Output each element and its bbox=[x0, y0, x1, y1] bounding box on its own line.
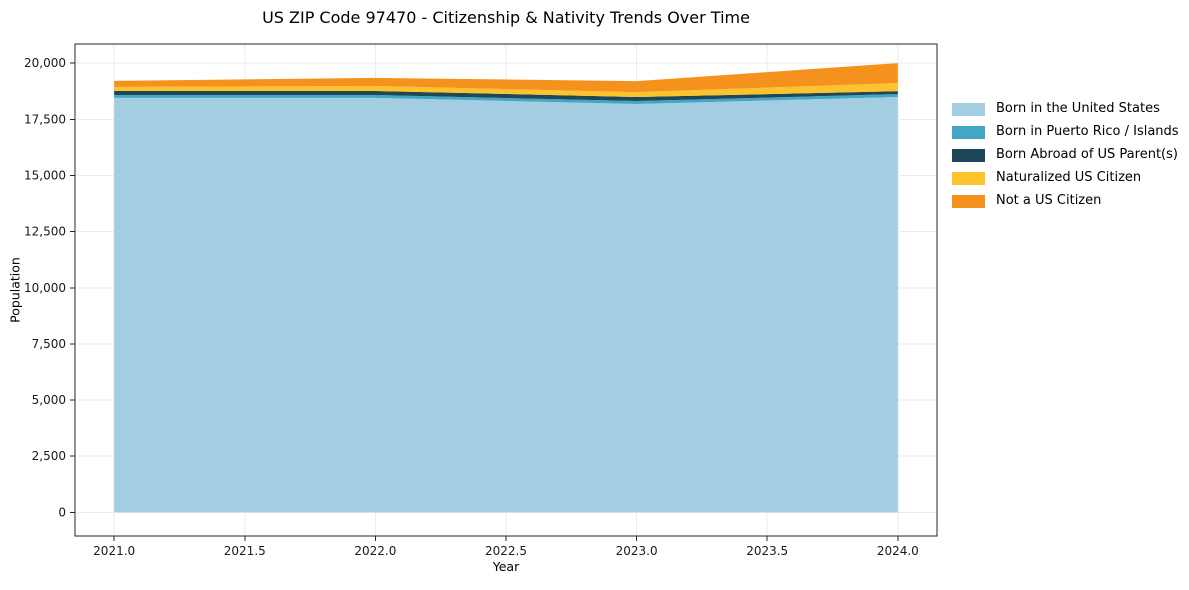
x-axis-label: Year bbox=[492, 559, 520, 574]
legend-item-naturalized-us-citizen: Naturalized US Citizen bbox=[952, 170, 1179, 186]
legend-label: Naturalized US Citizen bbox=[996, 170, 1142, 185]
legend-item-born-in-the-united-states: Born in the United States bbox=[952, 101, 1179, 117]
legend-label: Born in Puerto Rico / Islands bbox=[996, 124, 1179, 139]
y-tick-label: 2,500 bbox=[32, 449, 66, 463]
y-tick-label: 10,000 bbox=[24, 281, 66, 295]
legend-item-born-abroad-of-us-parent-s: Born Abroad of US Parent(s) bbox=[952, 147, 1179, 163]
naturalized-us-citizen-swatch-icon bbox=[952, 171, 985, 185]
x-tick-label: 2022.0 bbox=[354, 544, 396, 558]
area-not-a-us-citizen bbox=[114, 63, 898, 93]
x-tick-label: 2023.0 bbox=[616, 544, 658, 558]
born-abroad-of-us-parent-s-swatch-icon bbox=[952, 148, 985, 162]
y-tick-label: 15,000 bbox=[24, 168, 66, 182]
y-tick-label: 0 bbox=[58, 505, 66, 519]
x-tick-label: 2022.5 bbox=[485, 544, 527, 558]
born-in-the-united-states-swatch-icon bbox=[952, 102, 985, 116]
y-axis-label: Population bbox=[7, 257, 23, 323]
legend-item-not-a-us-citizen: Not a US Citizen bbox=[952, 193, 1179, 209]
y-tick-label: 20,000 bbox=[24, 56, 66, 70]
y-tick-label: 7,500 bbox=[32, 337, 66, 351]
y-tick-label: 12,500 bbox=[24, 225, 66, 239]
legend-label: Born Abroad of US Parent(s) bbox=[996, 147, 1178, 162]
area-born-abroad-of-us-parent-s bbox=[114, 90, 898, 102]
y-tick-label: 5,000 bbox=[32, 393, 66, 407]
born-in-puerto-rico-islands-swatch-icon bbox=[952, 125, 985, 139]
legend-item-born-in-puerto-rico-islands: Born in Puerto Rico / Islands bbox=[952, 124, 1179, 140]
x-tick-label: 2024.0 bbox=[877, 544, 919, 558]
legend-label: Not a US Citizen bbox=[996, 193, 1102, 208]
x-tick-label: 2021.0 bbox=[93, 544, 135, 558]
area-born-in-the-united-states bbox=[114, 97, 898, 513]
area-born-in-puerto-rico-islands bbox=[114, 94, 898, 104]
area-naturalized-us-citizen bbox=[114, 83, 898, 98]
chart-title: US ZIP Code 97470 - Citizenship & Nativi… bbox=[262, 8, 750, 27]
legend-label: Born in the United States bbox=[996, 101, 1160, 116]
not-a-us-citizen-swatch-icon bbox=[952, 194, 985, 208]
x-tick-label: 2023.5 bbox=[746, 544, 788, 558]
y-tick-label: 17,500 bbox=[24, 112, 66, 126]
x-tick-label: 2021.5 bbox=[224, 544, 266, 558]
legend: Born in the United States Born in Puerto … bbox=[952, 101, 1179, 209]
